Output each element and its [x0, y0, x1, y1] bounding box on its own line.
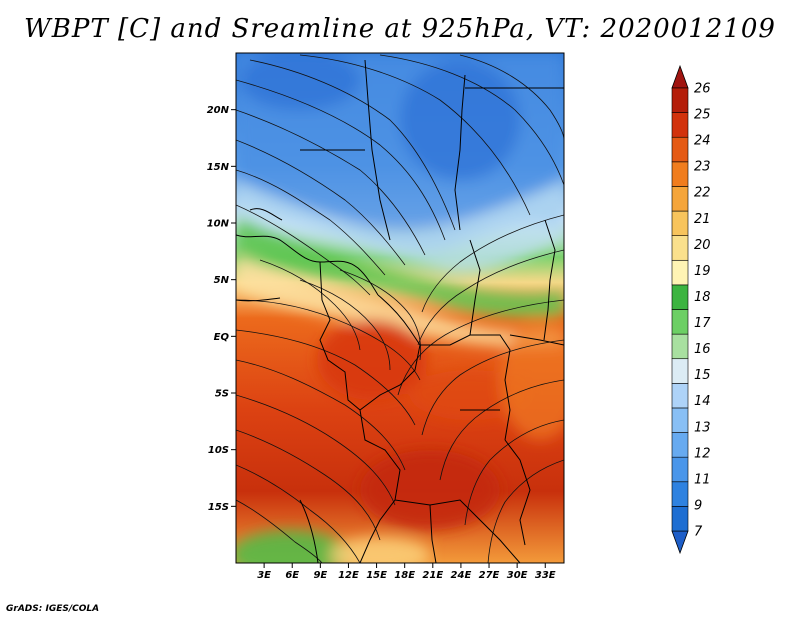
colorbar-label: 21: [694, 212, 711, 227]
colorbar-above-triangle: [671, 64, 689, 89]
colorbar-segment: [671, 456, 689, 483]
lat-tick-label: 15N: [207, 162, 230, 173]
colorbar-label: 9: [694, 498, 702, 513]
colorbar-label: 26: [694, 82, 711, 97]
lat-tick-label: 20N: [207, 105, 230, 116]
colorbar-segment: [671, 112, 689, 138]
map-title: WBPT [C] and Sreamline at 925hPa, VT: 20…: [24, 14, 776, 44]
colorbar-segment: [671, 235, 689, 261]
map-frame: [235, 52, 565, 564]
colorbar-segment: [671, 407, 689, 433]
colorbar-segment: [671, 358, 689, 384]
colorbar-segment: [671, 161, 689, 187]
lon-tick-label: 3E: [257, 570, 271, 581]
wbpt-shading: [236, 53, 564, 563]
colorbar-segment: [671, 186, 689, 212]
colorbar-label: 7: [694, 525, 703, 540]
latitude-axis: 20N 15N 10N 5N EQ 5S 10S 15S: [207, 105, 236, 513]
lon-tick-label: 9E: [313, 570, 327, 581]
colorbar-segment: [671, 210, 689, 236]
colorbar-label: 22: [694, 186, 711, 201]
lon-tick-label: 27E: [479, 570, 500, 581]
lon-tick-label: 33E: [535, 570, 556, 581]
lat-tick-label: EQ: [214, 332, 230, 343]
lon-tick-label: 15E: [366, 570, 387, 581]
wbpt-blobs: [236, 53, 564, 563]
colorbar-label: 25: [694, 108, 711, 123]
lon-tick-label: 30E: [507, 570, 528, 581]
streamlines: [236, 54, 564, 563]
lat-tick-label: 5N: [214, 275, 230, 286]
country-borders: [236, 59, 564, 563]
colorbar-label: 16: [694, 342, 711, 357]
grads-credit: GrADS: IGES/COLA: [6, 604, 100, 614]
lat-tick-label: 5S: [215, 389, 229, 400]
colorbar-label: 14: [694, 394, 711, 409]
colorbar-segment: [671, 87, 689, 113]
lon-tick-label: 24E: [451, 570, 472, 581]
colorbar-label: 15: [694, 368, 711, 383]
lat-tick-label: 10N: [207, 219, 230, 230]
lat-tick-label: 10S: [208, 445, 229, 456]
colorbar-label: 18: [694, 290, 711, 305]
colorbar-segment: [671, 481, 689, 507]
lon-tick-label: 6E: [285, 570, 299, 581]
colorbar-segment: [671, 136, 689, 163]
colorbar-label: 23: [694, 160, 711, 175]
colorbar: 7 9 11 12 13 14 15 16 17 18 19 20 21 22 23 24 25 26: [671, 64, 711, 555]
colorbar-segment: [671, 506, 689, 532]
colorbar-segment: [671, 333, 689, 360]
colorbar-label: 13: [694, 420, 711, 435]
lat-tick-label: 15S: [208, 502, 229, 513]
colorbar-segment: [671, 432, 689, 458]
colorbar-label: 17: [694, 316, 711, 331]
colorbar-label: 20: [694, 238, 711, 253]
colorbar-below-triangle: [671, 530, 689, 555]
colorbar-segment: [671, 383, 689, 409]
colorbar-segment: [671, 259, 689, 286]
colorbar-label: 11: [694, 472, 711, 487]
longitude-axis: 3E 6E 9E 12E 15E 18E 21E 24E 27E 30E 33E: [257, 563, 556, 581]
lon-tick-label: 12E: [338, 570, 359, 581]
colorbar-label: 12: [694, 446, 711, 461]
colorbar-segment: [671, 309, 689, 335]
colorbar-label: 24: [694, 134, 711, 149]
lon-tick-label: 21E: [422, 570, 443, 581]
colorbar-label: 19: [694, 264, 711, 279]
lon-tick-label: 18E: [394, 570, 415, 581]
colorbar-segment: [671, 284, 689, 310]
